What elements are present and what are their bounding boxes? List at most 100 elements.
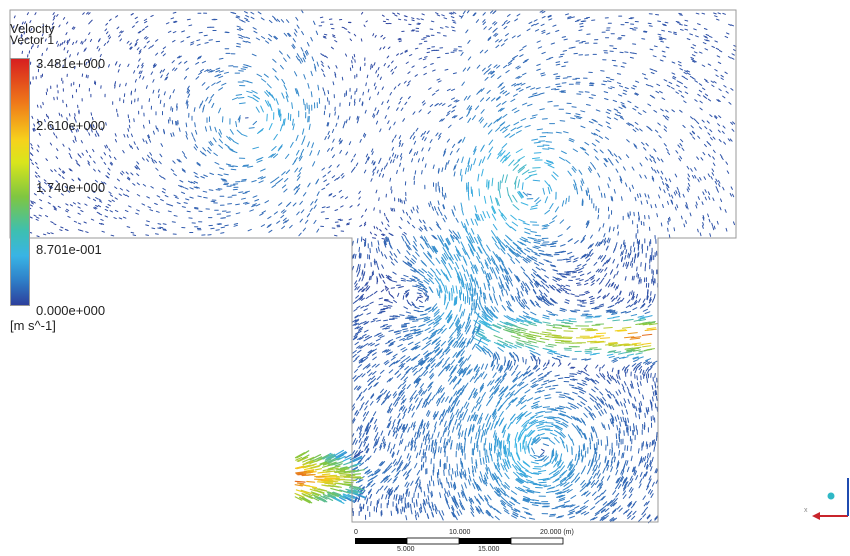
vector-arrow bbox=[452, 375, 457, 382]
vector-arrow bbox=[553, 73, 558, 75]
vector-arrow bbox=[478, 493, 482, 500]
vector-arrow bbox=[448, 436, 451, 443]
vector-arrow bbox=[553, 324, 562, 326]
vector-arrow bbox=[714, 116, 718, 120]
vector-arrow bbox=[474, 267, 478, 275]
vector-arrow bbox=[548, 184, 553, 192]
vector-arrow bbox=[67, 215, 71, 218]
vector-arrow bbox=[87, 12, 91, 15]
vector-arrow bbox=[480, 87, 485, 92]
vector-arrow bbox=[369, 231, 372, 235]
vector-arrow bbox=[550, 265, 557, 268]
vector-arrow bbox=[430, 359, 436, 365]
vector-arrow bbox=[604, 457, 607, 464]
vector-arrow bbox=[471, 470, 475, 477]
vector-arrow bbox=[630, 314, 638, 317]
vector-arrow bbox=[496, 96, 501, 100]
vector-arrow bbox=[316, 228, 320, 233]
vector-arrow bbox=[224, 143, 230, 148]
vector-arrow bbox=[392, 152, 395, 157]
vector-arrow bbox=[600, 509, 606, 514]
vector-arrow bbox=[515, 417, 522, 425]
vector-arrow bbox=[488, 139, 494, 146]
vector-arrow bbox=[503, 359, 506, 366]
vector-arrow bbox=[591, 94, 596, 96]
vector-arrow bbox=[494, 472, 499, 480]
vector-arrow bbox=[317, 84, 320, 91]
vector-arrow bbox=[160, 74, 163, 79]
vector-arrow bbox=[62, 64, 64, 69]
vector-arrow bbox=[631, 403, 634, 409]
vector-arrow bbox=[597, 172, 601, 178]
vector-arrow bbox=[585, 291, 590, 294]
vector-arrow bbox=[523, 445, 526, 454]
vector-arrow bbox=[380, 388, 384, 394]
vector-arrow bbox=[377, 67, 380, 71]
vector-arrow bbox=[387, 394, 392, 399]
vector-arrow bbox=[483, 296, 486, 304]
vector-arrow bbox=[366, 156, 370, 160]
vector-arrow bbox=[323, 179, 327, 183]
vector-arrow bbox=[126, 189, 130, 192]
vector-arrow bbox=[421, 100, 425, 104]
vector-arrow bbox=[428, 437, 431, 444]
vector-arrow bbox=[461, 367, 466, 374]
vector-arrow bbox=[520, 202, 529, 206]
vector-arrow bbox=[432, 164, 435, 169]
vector-arrow bbox=[514, 176, 518, 185]
vector-arrow bbox=[658, 36, 663, 38]
vector-arrow bbox=[698, 51, 703, 54]
vector-arrow bbox=[548, 350, 556, 353]
vector-arrow bbox=[461, 430, 464, 437]
vector-arrow bbox=[160, 143, 163, 147]
vector-arrow bbox=[469, 376, 474, 383]
vector-arrow bbox=[397, 418, 401, 424]
vector-arrow bbox=[625, 364, 630, 369]
vector-arrow bbox=[466, 291, 469, 299]
vector-arrow bbox=[397, 37, 401, 40]
vector-arrow bbox=[509, 365, 513, 371]
vector-arrow bbox=[446, 88, 451, 92]
vector-arrow bbox=[376, 332, 382, 336]
vector-arrow bbox=[549, 432, 558, 437]
vector-arrow bbox=[357, 322, 363, 326]
vector-arrow bbox=[21, 21, 24, 25]
vector-arrow bbox=[538, 359, 541, 365]
vector-arrow bbox=[446, 138, 450, 143]
vector-arrow bbox=[600, 506, 605, 511]
vector-arrow bbox=[465, 402, 470, 409]
vector-arrow bbox=[544, 209, 550, 215]
vector-arrow bbox=[604, 259, 608, 265]
vector-arrow bbox=[607, 501, 612, 507]
vector-arrow bbox=[535, 29, 540, 32]
vector-arrow bbox=[550, 242, 557, 245]
vector-arrow bbox=[397, 412, 401, 419]
vector-arrow bbox=[245, 36, 250, 39]
vector-arrow bbox=[451, 26, 455, 29]
vector-arrow bbox=[126, 134, 129, 138]
vector-arrow bbox=[358, 328, 363, 332]
vector-arrow bbox=[274, 176, 280, 181]
vector-arrow bbox=[406, 250, 411, 256]
vector-arrow bbox=[680, 95, 685, 98]
vector-arrow bbox=[440, 447, 442, 454]
vector-arrow bbox=[452, 11, 457, 14]
vector-arrow bbox=[379, 485, 384, 491]
vector-arrow bbox=[358, 313, 364, 317]
vector-arrow bbox=[632, 356, 639, 360]
vector-arrow bbox=[461, 341, 466, 348]
vector-arrow bbox=[451, 97, 455, 100]
vector-arrow bbox=[418, 269, 424, 274]
vector-arrow bbox=[103, 161, 107, 165]
vector-arrow bbox=[244, 190, 250, 193]
vector-arrow bbox=[426, 51, 431, 54]
vector-arrow bbox=[555, 454, 559, 462]
vector-arrow bbox=[467, 117, 471, 123]
vector-arrow bbox=[599, 255, 603, 260]
vector-arrow bbox=[704, 48, 709, 51]
vector-arrow bbox=[416, 18, 420, 20]
vector-arrow bbox=[604, 158, 609, 163]
vector-arrow bbox=[588, 121, 594, 124]
vector-arrow bbox=[533, 241, 541, 244]
